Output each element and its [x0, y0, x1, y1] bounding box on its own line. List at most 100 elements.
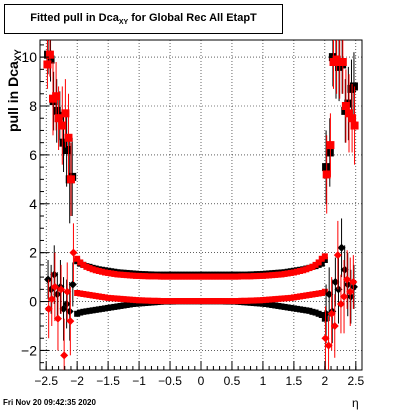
data-point-square: [306, 307, 313, 314]
data-point-square: [179, 273, 186, 280]
data-point-square: [170, 273, 177, 280]
data-point-diamond: [322, 309, 331, 318]
data-point-square: [108, 295, 115, 302]
data-point-square: [52, 92, 61, 101]
series-7: [44, 220, 358, 370]
x-tick-label: 1: [260, 374, 267, 388]
chart-title: Fitted pull in DcaXY for Global Rec All …: [5, 12, 282, 26]
y-tick-label: 10: [21, 49, 37, 65]
data-point-square: [232, 298, 239, 305]
data-point-diamond: [330, 322, 339, 330]
data-point-square: [105, 269, 112, 276]
data-point-square: [145, 273, 152, 280]
data-point-square: [194, 298, 201, 305]
data-point-diamond: [321, 334, 330, 343]
data-point-square: [263, 301, 270, 307]
data-point-diamond: [69, 248, 78, 257]
data-point-square: [154, 273, 161, 280]
data-point-square: [132, 300, 139, 307]
data-point-square: [108, 304, 115, 311]
data-point-square: [269, 301, 276, 308]
data-point-square: [241, 273, 248, 280]
data-point-square: [238, 297, 245, 304]
data-point-square: [325, 148, 334, 157]
ylabel-subscript: XY: [13, 49, 23, 62]
data-point-square: [275, 295, 282, 302]
data-point-square: [86, 265, 93, 272]
data-point-square: [154, 297, 161, 304]
data-point-square: [256, 297, 263, 304]
data-point-square: [132, 272, 139, 279]
data-point-square: [58, 121, 67, 130]
data-point-square: [297, 268, 304, 274]
data-point-square: [238, 273, 245, 280]
data-point-square: [269, 296, 276, 303]
data-point-square: [303, 292, 310, 299]
data-point-square: [139, 273, 146, 280]
data-point-square: [117, 271, 124, 278]
data-point-square: [98, 305, 105, 312]
data-point-square: [61, 109, 70, 118]
data-point-square: [297, 293, 304, 300]
data-point-square: [225, 273, 232, 280]
data-point-square: [235, 273, 242, 280]
data-point-square: [207, 273, 214, 280]
data-point-square: [247, 297, 254, 304]
title-rest: for Global Rec All EtapT: [128, 12, 257, 24]
data-point-square: [284, 270, 291, 277]
data-point-square: [259, 300, 266, 307]
data-point-square: [312, 309, 319, 316]
data-point-diamond: [62, 300, 71, 308]
data-point-square: [126, 272, 133, 279]
data-point-square: [284, 295, 291, 302]
data-point-square: [222, 273, 229, 280]
data-point-square: [117, 295, 124, 302]
data-point-square: [315, 310, 322, 317]
chart-title-box: Fitted pull in DcaXY for Global Rec All …: [4, 4, 283, 34]
data-point-square: [213, 298, 220, 305]
data-point-square: [123, 272, 130, 279]
data-point-square: [318, 260, 325, 267]
data-point-square: [228, 273, 235, 280]
data-point-square: [204, 273, 211, 280]
data-point-diamond: [340, 292, 349, 301]
data-point-square: [132, 297, 139, 304]
data-point-square: [74, 310, 81, 317]
data-point-square: [350, 121, 359, 130]
data-point-diamond: [60, 351, 69, 360]
data-point-square: [275, 302, 282, 309]
data-point-square: [136, 300, 143, 307]
data-point-diamond: [53, 314, 62, 323]
data-point-diamond: [68, 280, 77, 289]
x-tick-label: 0: [198, 374, 205, 388]
data-point-square: [263, 296, 270, 303]
data-point-square: [278, 295, 285, 302]
data-point-square: [83, 291, 90, 298]
data-point-square: [312, 261, 319, 268]
data-point-square: [219, 298, 226, 305]
data-point-square: [210, 298, 217, 305]
data-point-square: [173, 298, 180, 305]
x-tick-label: 0.5: [224, 374, 241, 388]
data-point-square: [43, 60, 52, 69]
data-point-square: [182, 298, 189, 305]
data-point-diamond: [47, 295, 56, 304]
data-point-square: [266, 296, 273, 303]
data-point-square: [272, 296, 279, 303]
data-point-square: [160, 298, 167, 305]
data-point-square: [216, 298, 223, 305]
timestamp-label: Fri Nov 20 09:42:35 2020: [3, 398, 96, 407]
data-point-square: [59, 138, 68, 147]
data-point-diamond: [343, 275, 352, 284]
data-point-square: [287, 304, 294, 311]
title-main: Fitted pull in Dca: [30, 12, 119, 24]
data-point-square: [290, 305, 297, 312]
data-point-square: [300, 267, 307, 274]
data-point-square: [95, 268, 102, 274]
y-tick-label: 2: [29, 245, 37, 261]
data-point-square: [259, 272, 266, 279]
data-point-square: [256, 300, 263, 307]
data-point-diamond: [346, 287, 355, 296]
series-3: [74, 288, 328, 305]
